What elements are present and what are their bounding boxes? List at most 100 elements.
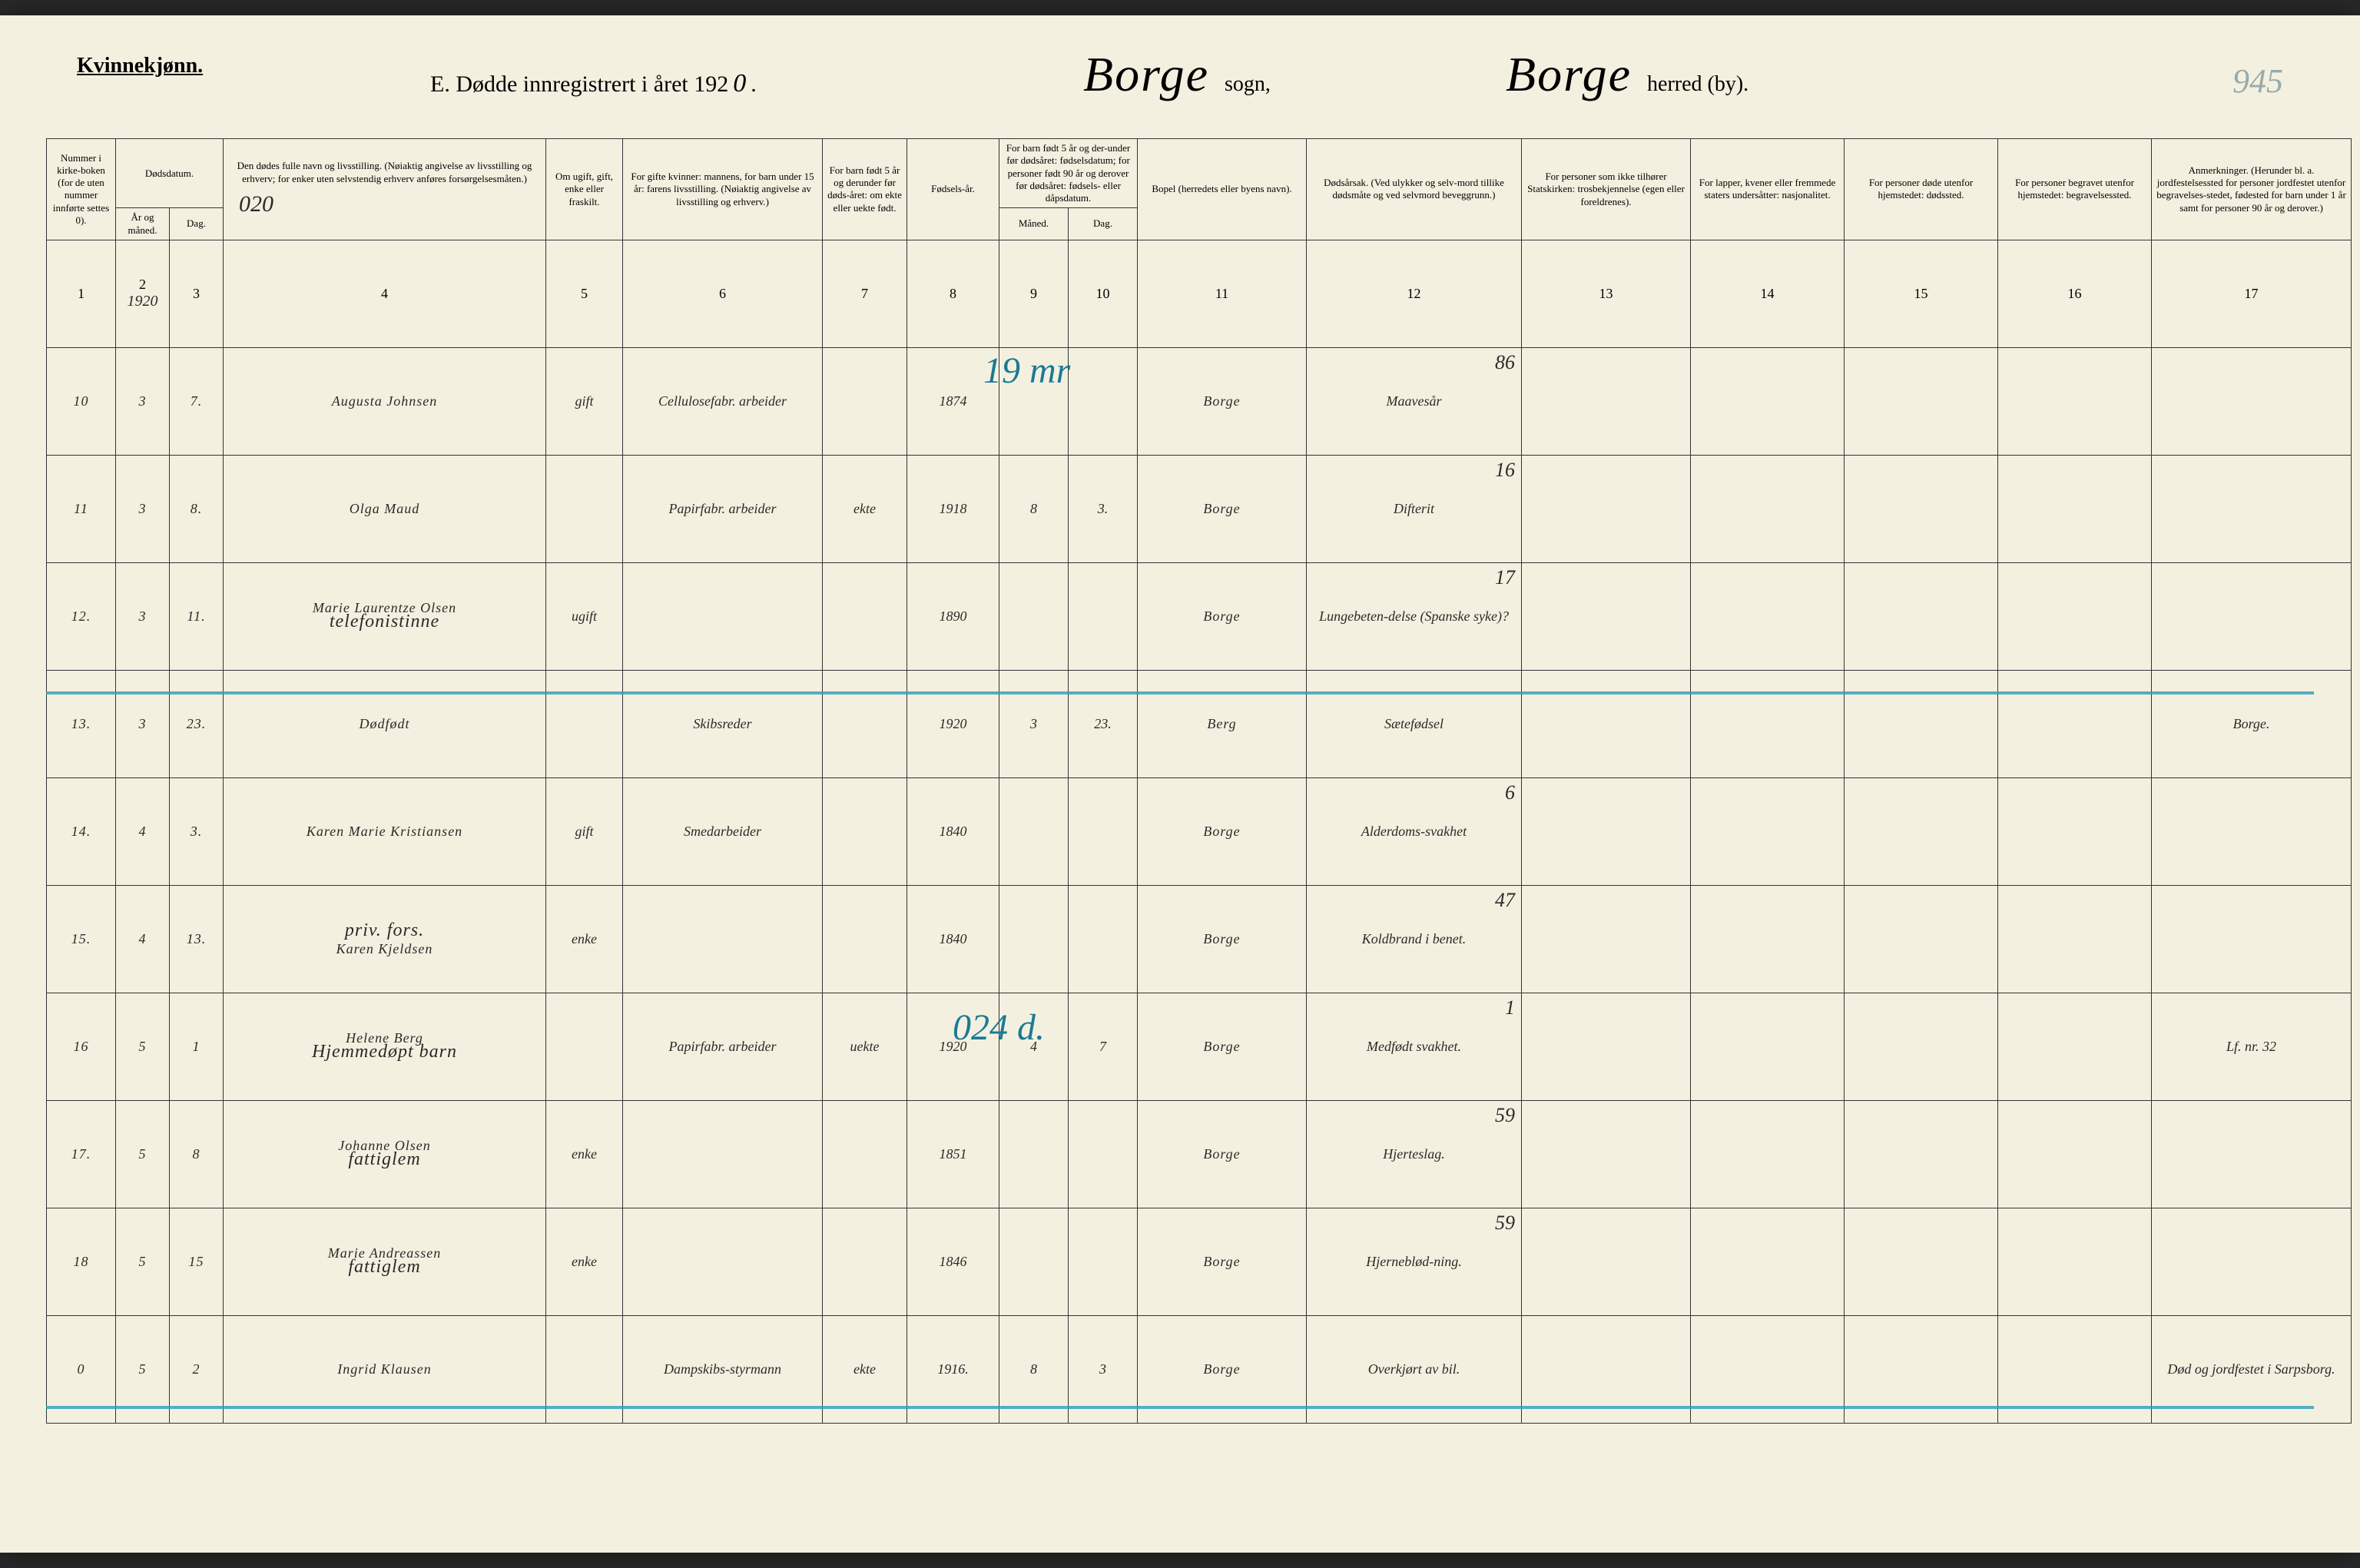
cell-birthmonth: 3 (999, 670, 1069, 777)
cell-birthmonth (999, 777, 1069, 885)
column-number: 16 (1998, 240, 2152, 347)
cell-13 (1522, 1315, 1691, 1423)
cell-birthyear: 1890 (907, 562, 999, 670)
cell-birthday (1069, 885, 1138, 993)
cell-num: 11 (47, 455, 116, 562)
cell-13 (1522, 1100, 1691, 1208)
cell-16 (1998, 993, 2152, 1100)
cell-17: Død og jordfestet i Sarpsborg. (2152, 1315, 2352, 1423)
table-row: 17.58Johanne Olsenfattiglemenke1851Borge… (47, 1100, 2352, 1208)
cell-num: 13. (47, 670, 116, 777)
title-year-fill: 0 (728, 69, 751, 98)
page-number: 945 (2232, 61, 2283, 101)
table-row: 1037.Augusta JohnsengiftCellulosefabr. a… (47, 347, 2352, 455)
cell-cause: Hjerteslag.59 (1307, 1100, 1522, 1208)
cell-15 (1845, 1315, 1998, 1423)
col-header-8: Fødsels-år. (907, 139, 999, 240)
cell-occupation: Skibsreder (623, 670, 823, 777)
col-header-9-top: For barn født 5 år og der-under før døds… (999, 139, 1138, 208)
cell-14 (1691, 885, 1845, 993)
cell-15 (1845, 885, 1998, 993)
cell-14 (1691, 562, 1845, 670)
column-number: 6 (623, 240, 823, 347)
column-number: 8 (907, 240, 999, 347)
cell-residence: Borge (1138, 993, 1307, 1100)
cell-ekte: ekte (823, 1315, 907, 1423)
cell-num: 12. (47, 562, 116, 670)
cell-cause: Medfødt svakhet.1 (1307, 993, 1522, 1100)
column-number: 5 (546, 240, 623, 347)
cell-num: 14. (47, 777, 116, 885)
cell-15 (1845, 562, 1998, 670)
cell-name: Olga Maud (224, 455, 546, 562)
cell-birthday: 23. (1069, 670, 1138, 777)
sogn-script: Borge (1083, 46, 1209, 103)
cell-month: 3 (116, 455, 170, 562)
cell-15 (1845, 993, 1998, 1100)
cell-ekte (823, 777, 907, 885)
table-row: 1138.Olga MaudPapirfabr. arbeiderekte191… (47, 455, 2352, 562)
cell-name: Ingrid Klausen (224, 1315, 546, 1423)
cell-15 (1845, 455, 1998, 562)
cell-day: 23. (170, 670, 224, 777)
cell-15 (1845, 1208, 1998, 1315)
cell-marital (546, 455, 623, 562)
column-number: 11 (1138, 240, 1307, 347)
cell-ekte (823, 885, 907, 993)
title-suffix: . (751, 71, 757, 97)
table-body: 1037.Augusta JohnsengiftCellulosefabr. a… (47, 347, 2352, 1423)
cell-num: 15. (47, 885, 116, 993)
col-header-17: Anmerkninger. (Herunder bl. a. jordfeste… (2152, 139, 2352, 240)
cell-ekte (823, 347, 907, 455)
herred-label: herred (by). (1647, 72, 1748, 97)
cell-name: priv. fors.Karen Kjeldsen (224, 885, 546, 993)
cell-residence: Borge (1138, 777, 1307, 885)
cell-17 (2152, 455, 2352, 562)
cell-month: 3 (116, 562, 170, 670)
col-header-12: Dødsårsak. (Ved ulykker og selv-mord til… (1307, 139, 1522, 240)
cell-ekte: ekte (823, 455, 907, 562)
cell-marital (546, 1315, 623, 1423)
cell-day: 8 (170, 1100, 224, 1208)
page-header: Kvinnekjønn. E. Dødde innregistrert i år… (46, 54, 2314, 115)
cell-birthyear: 1840 (907, 777, 999, 885)
cell-num: 16 (47, 993, 116, 1100)
cell-cause: Alderdoms-svakhet6 (1307, 777, 1522, 885)
cell-13 (1522, 347, 1691, 455)
cell-17 (2152, 885, 2352, 993)
cell-birthmonth (999, 1208, 1069, 1315)
cell-17 (2152, 562, 2352, 670)
cell-15 (1845, 670, 1998, 777)
cell-name: Augusta Johnsen (224, 347, 546, 455)
cell-15 (1845, 1100, 1998, 1208)
cell-birthday: 3. (1069, 455, 1138, 562)
cell-13 (1522, 885, 1691, 993)
cell-17 (2152, 1100, 2352, 1208)
cell-birthyear: 1916. (907, 1315, 999, 1423)
title-prefix: E. Dødde innregistrert i året 192 (430, 71, 728, 97)
gender-label: Kvinnekjønn. (77, 54, 203, 78)
cell-day: 13. (170, 885, 224, 993)
cell-14 (1691, 1315, 1845, 1423)
cell-16 (1998, 777, 2152, 885)
col-header-6: For gifte kvinner: mannens, for barn und… (623, 139, 823, 240)
cell-ekte (823, 1208, 907, 1315)
cell-birthday: 7 (1069, 993, 1138, 1100)
column-number: 3 (170, 240, 224, 347)
cell-14 (1691, 1208, 1845, 1315)
table-row: 18515Marie Andreassenfattiglemenke1846Bo… (47, 1208, 2352, 1315)
column-number: 14 (1691, 240, 1845, 347)
table-head: Nummer i kirke-boken (for de uten nummer… (47, 139, 2352, 348)
col-header-9a: Måned. (999, 208, 1069, 240)
col-header-13: For personer som ikke tilhører Statskirk… (1522, 139, 1691, 240)
col-header-4-text: Den dødes fulle navn og livsstilling. (N… (237, 160, 532, 184)
cell-13 (1522, 562, 1691, 670)
col-header-2a: År og måned. (116, 208, 170, 240)
table-row: 15.413.priv. fors.Karen Kjeldsenenke1840… (47, 885, 2352, 993)
cell-month: 5 (116, 1208, 170, 1315)
cell-ekte: uekte (823, 993, 907, 1100)
column-number: 10 (1069, 240, 1138, 347)
cell-cause: Maavesår86 (1307, 347, 1522, 455)
cell-day: 7. (170, 347, 224, 455)
cell-residence: Borge (1138, 1315, 1307, 1423)
